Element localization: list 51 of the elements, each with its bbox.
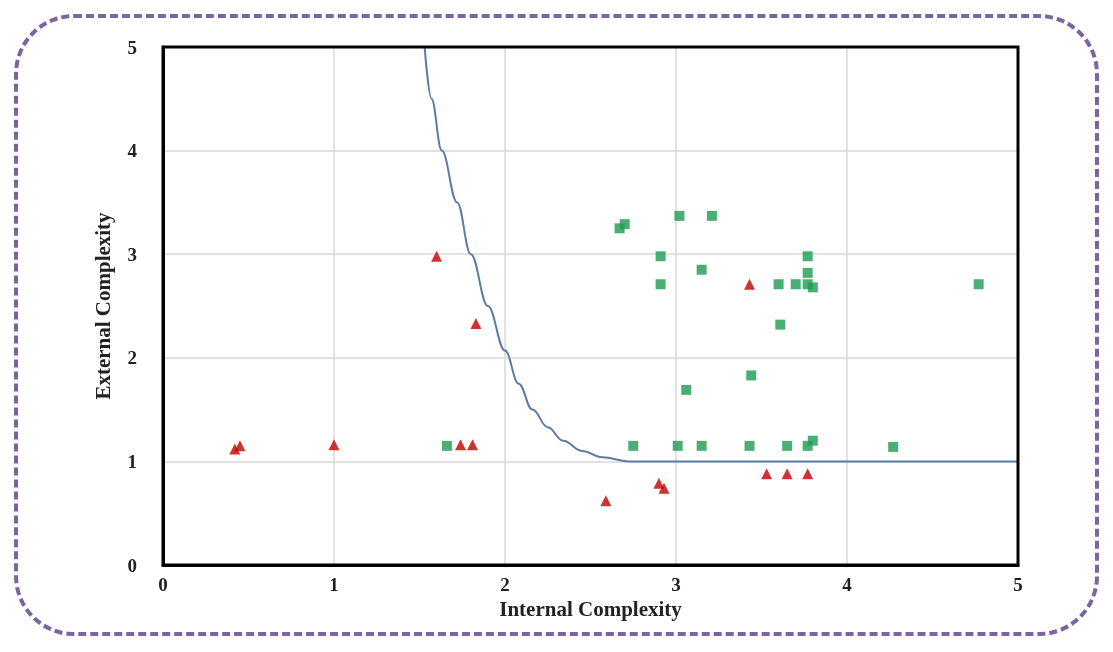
point <box>696 440 707 451</box>
point <box>653 477 665 489</box>
y-axis-title: External Complexity <box>90 211 115 400</box>
point <box>600 495 612 507</box>
point <box>888 441 899 452</box>
x-tick-label: 2 <box>500 574 510 595</box>
point <box>790 279 801 290</box>
point <box>706 210 717 221</box>
point <box>470 318 482 330</box>
point <box>431 250 443 262</box>
x-tick-label: 1 <box>329 574 339 595</box>
point <box>775 319 786 330</box>
point <box>782 440 793 451</box>
point <box>455 439 467 451</box>
point <box>761 468 773 480</box>
point <box>746 370 757 381</box>
point <box>802 267 813 278</box>
x-tick-label: 5 <box>1013 574 1023 595</box>
y-tick-label: 2 <box>127 347 137 369</box>
point <box>674 210 685 221</box>
point <box>655 279 666 290</box>
y-tick-label: 1 <box>127 450 137 472</box>
point <box>619 219 630 230</box>
y-tick-label: 4 <box>127 140 138 162</box>
x-tick-label: 4 <box>842 574 853 595</box>
point <box>973 279 984 290</box>
point <box>672 440 683 451</box>
point <box>807 435 818 446</box>
point <box>807 282 818 293</box>
point <box>681 384 692 395</box>
x-tick-label: 3 <box>671 574 681 595</box>
point <box>655 251 666 262</box>
point <box>773 279 784 290</box>
point <box>234 440 246 452</box>
point <box>802 468 814 480</box>
y-tick-label: 5 <box>127 36 137 58</box>
point <box>441 440 452 451</box>
point <box>802 251 813 262</box>
point <box>744 278 756 290</box>
line-series <box>423 46 1019 463</box>
point <box>744 440 755 451</box>
point <box>628 440 639 451</box>
x-axis-title: Internal Complexity <box>499 597 683 622</box>
y-tick-label: 0 <box>127 554 137 576</box>
y-tick-label: 3 <box>127 243 137 265</box>
point <box>781 468 793 480</box>
point <box>658 482 670 494</box>
x-tick-label: 0 <box>158 574 168 595</box>
point <box>467 439 479 451</box>
point <box>328 439 340 451</box>
point <box>696 264 707 275</box>
